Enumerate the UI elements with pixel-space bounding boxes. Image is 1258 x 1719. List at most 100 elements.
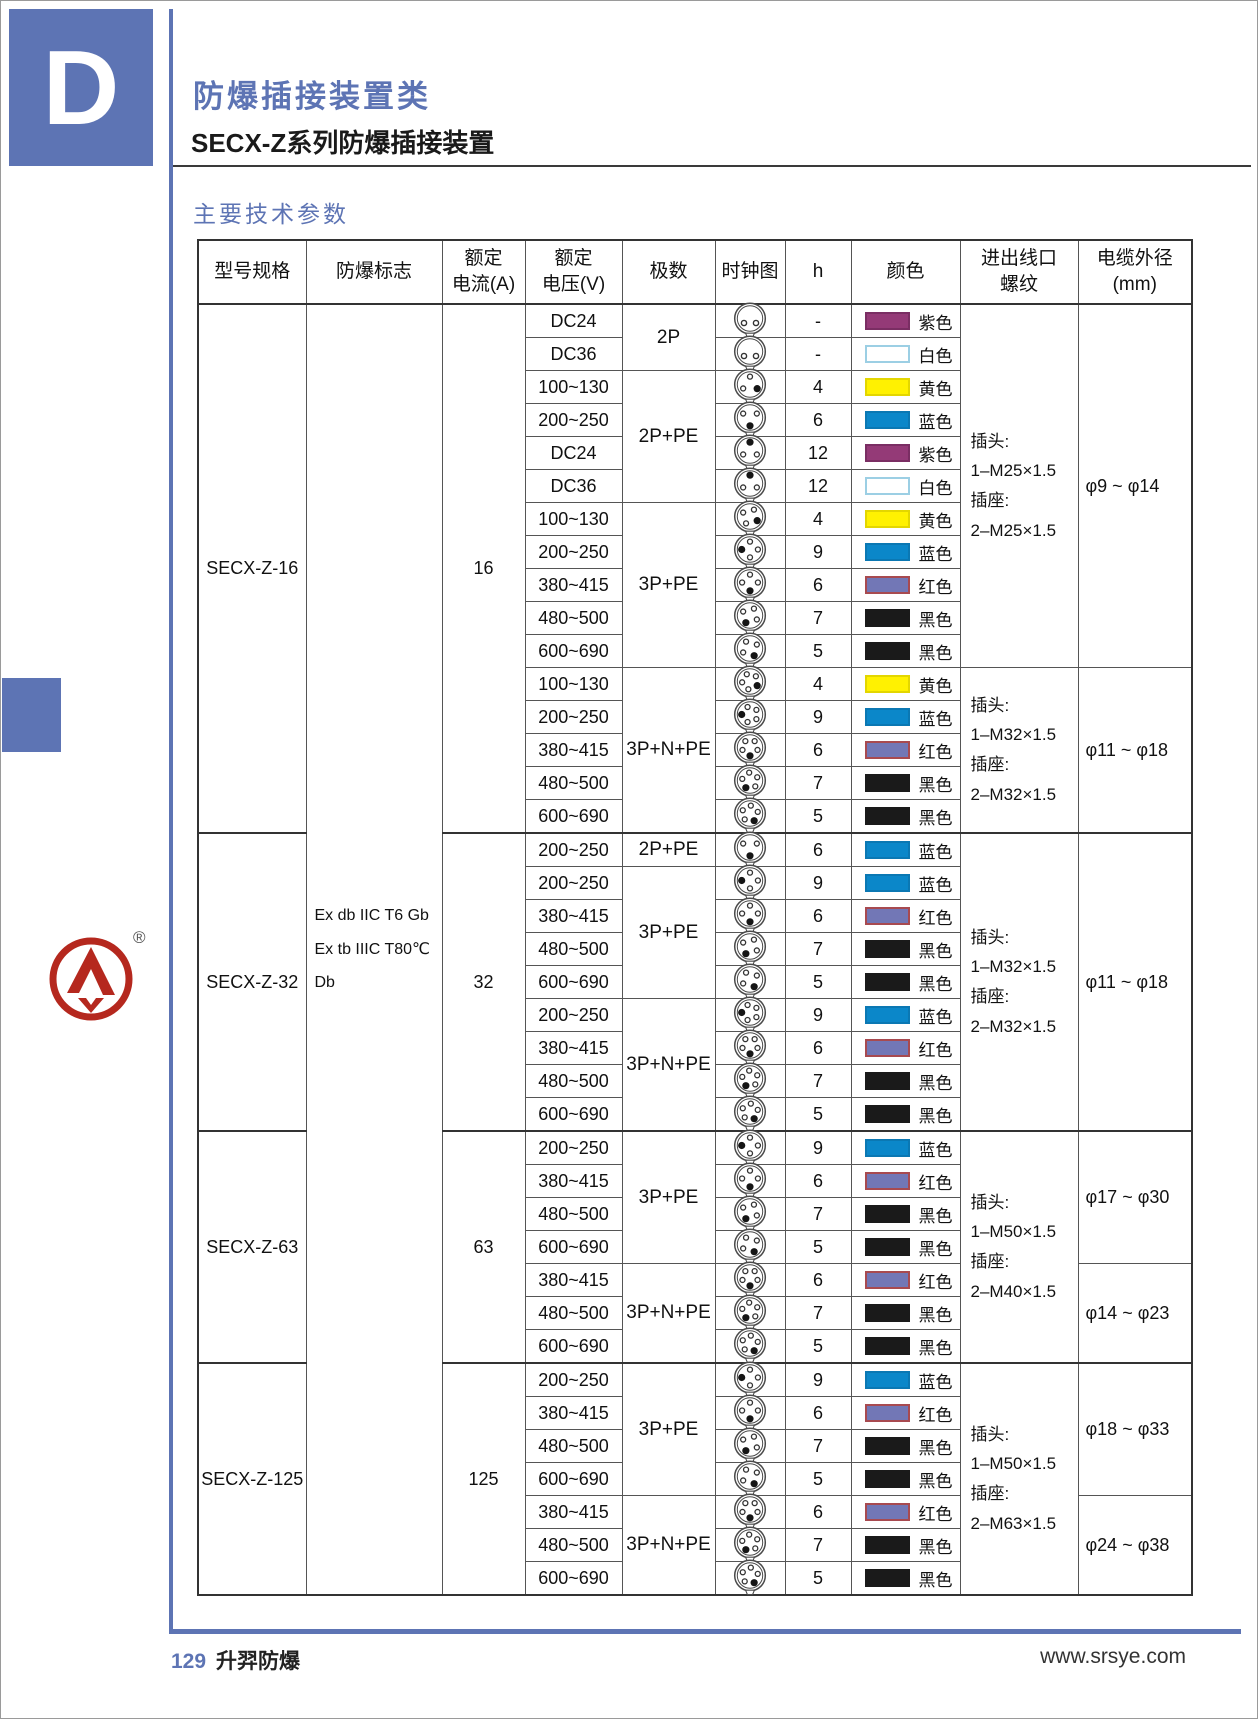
black-color-swatch (864, 609, 910, 627)
clock-diagram-icon (733, 401, 767, 438)
clock-cell (714, 467, 786, 504)
clock-diagram-icon (733, 566, 767, 603)
cable-od-cell: φ17 ~ φ30 (1077, 1130, 1193, 1264)
voltage-cell: 600~690 (524, 634, 623, 668)
clock-cell (714, 500, 786, 537)
color-label: 黑色 (918, 808, 953, 828)
clock-cell (714, 665, 786, 702)
voltage-cell: 200~250 (524, 866, 623, 900)
col-header-h-position: h (784, 239, 852, 305)
clock-diagram-icon (733, 1427, 767, 1464)
side-blue-tab (2, 678, 61, 752)
clock-cell (714, 797, 786, 834)
footer-accent-bar (169, 1629, 1241, 1634)
color-label: 黑色 (918, 1471, 953, 1491)
color-label: 红色 (918, 577, 953, 597)
col-header-color: 颜色 (850, 239, 961, 305)
clock-diagram-icon (733, 1029, 767, 1066)
clock-diagram-icon (733, 996, 767, 1033)
voltage-cell: 380~415 (524, 733, 623, 767)
col-header-poles: 极数 (621, 239, 716, 305)
header-divider (173, 165, 1251, 167)
color-label: 蓝色 (918, 842, 953, 862)
clock-diagram-icon (733, 797, 767, 834)
voltage-cell: 480~500 (524, 932, 623, 966)
color-cell: 黑色 (850, 1561, 961, 1596)
voltage-cell: 380~415 (524, 1164, 623, 1198)
color-label: 黑色 (918, 610, 953, 630)
poles-cell: 3P+N+PE (621, 667, 716, 834)
color-cell: 蓝色 (850, 832, 961, 867)
color-cell: 黄色 (850, 667, 961, 701)
clock-diagram-icon (733, 1062, 767, 1099)
voltage-cell: 600~690 (524, 1329, 623, 1364)
h-position-cell: 6 (784, 899, 852, 933)
voltage-cell: 200~250 (524, 998, 623, 1032)
poles-cell: 3P+PE (621, 1362, 716, 1496)
clock-diagram-icon (733, 1526, 767, 1563)
clock-diagram-icon (733, 335, 767, 372)
clock-cell (714, 1559, 786, 1596)
col-header-rated-current: 额定 电流(A) (441, 239, 526, 305)
clock-cell (714, 302, 786, 339)
clock-cell (714, 533, 786, 570)
color-label: 黑色 (918, 1073, 953, 1093)
footer-left: 129 升羿防爆 (171, 1645, 300, 1675)
cable-od-cell: φ14 ~ φ23 (1077, 1263, 1193, 1364)
thread-cell: 插头: 1–M32×1.5 插座: 2–M32×1.5 (959, 667, 1079, 834)
color-label: 黄色 (918, 379, 953, 399)
color-cell: 蓝色 (850, 1130, 961, 1165)
h-position-cell: 7 (784, 1064, 852, 1098)
color-label: 蓝色 (918, 412, 953, 432)
color-cell: 紫色 (850, 303, 961, 338)
clock-cell (714, 897, 786, 934)
spec-table-header: 型号规格 防爆标志 额定 电流(A) 额定 电压(V) 极数 时钟图 h 颜色 进出线口 螺纹 电缆外径… (197, 239, 1193, 305)
clock-cell (714, 1394, 786, 1431)
black-color-swatch (864, 1569, 910, 1587)
cable-od-cell: φ11 ~ φ18 (1077, 832, 1193, 1132)
color-cell: 白色 (850, 337, 961, 371)
color-label: 红色 (918, 1272, 953, 1292)
h-position-cell: 9 (784, 998, 852, 1032)
yellow-color-swatch (864, 378, 910, 396)
clock-diagram-icon (733, 1361, 767, 1398)
black-color-swatch (864, 1536, 910, 1554)
h-position-cell: 5 (784, 1230, 852, 1264)
voltage-cell: 200~250 (524, 700, 623, 734)
color-cell: 红色 (850, 1396, 961, 1430)
color-label: 蓝色 (918, 1007, 953, 1027)
voltage-cell: 100~130 (524, 370, 623, 404)
spec-table-wrap: 型号规格 防爆标志 额定 电流(A) 额定 电压(V) 极数 时钟图 h 颜色 进出线口 螺纹 电缆外径… (197, 239, 1193, 1596)
color-cell: 蓝色 (850, 1362, 961, 1397)
page-subtitle: SECX-Z系列防爆插接装置 (191, 128, 495, 158)
voltage-cell: 480~500 (524, 601, 623, 635)
col-header-ex-marking: 防爆标志 (305, 239, 443, 305)
thread-cell: 插头: 1–M50×1.5 插座: 2–M40×1.5 (959, 1130, 1079, 1364)
clock-diagram-icon (733, 467, 767, 504)
model-cell: SECX-Z-63 (197, 1130, 307, 1364)
h-position-cell: 4 (784, 370, 852, 404)
clock-cell (714, 996, 786, 1033)
model-cell: SECX-Z-125 (197, 1362, 307, 1596)
color-cell: 蓝色 (850, 403, 961, 437)
page-title: 防爆插接装置类 (193, 79, 431, 114)
clock-cell (714, 1493, 786, 1530)
black-color-swatch (864, 940, 910, 958)
color-label: 白色 (918, 346, 953, 366)
h-position-cell: 12 (784, 436, 852, 470)
voltage-cell: 100~130 (524, 502, 623, 536)
clock-diagram-icon (733, 864, 767, 901)
footer-website: www.srsye.com (1040, 1645, 1186, 1668)
clock-cell (714, 1129, 786, 1166)
h-position-cell: 7 (784, 1528, 852, 1562)
color-cell: 紫色 (850, 436, 961, 470)
color-cell: 黑色 (850, 1064, 961, 1098)
h-position-cell: - (784, 337, 852, 371)
clock-cell (714, 1228, 786, 1265)
blue-color-swatch (864, 708, 910, 726)
voltage-cell: 480~500 (524, 1528, 623, 1562)
h-position-cell: 5 (784, 1561, 852, 1596)
red-color-swatch (864, 741, 910, 759)
color-label: 黑色 (918, 1239, 953, 1259)
